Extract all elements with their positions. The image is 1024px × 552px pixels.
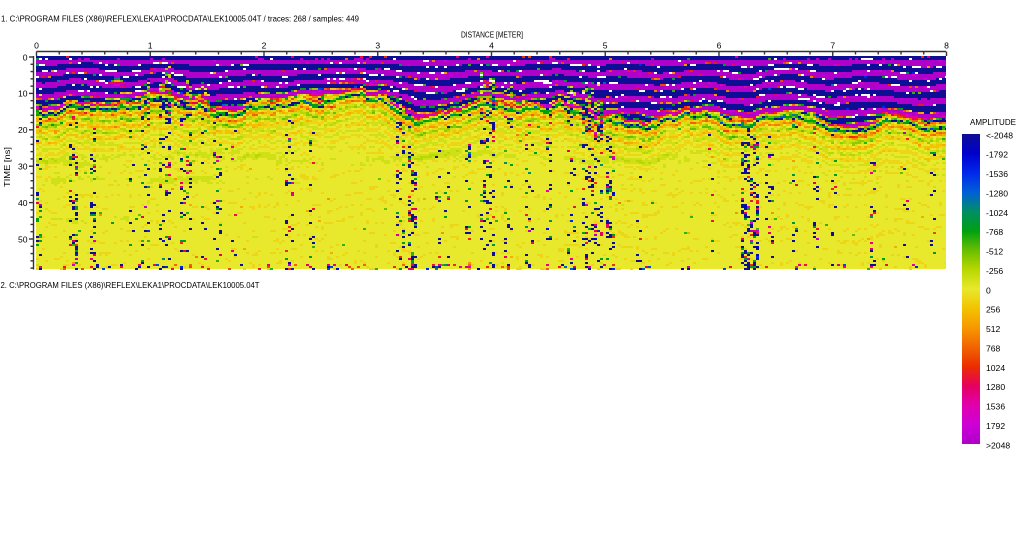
svg-text:0: 0 [34,41,39,51]
svg-text:4: 4 [489,41,494,51]
svg-text:20: 20 [18,125,28,135]
svg-text:-512: -512 [986,247,1003,257]
svg-text:1280: 1280 [986,382,1005,392]
svg-text:768: 768 [986,343,1001,353]
svg-text:TIME [ns]: TIME [ns] [2,147,12,187]
svg-text:3: 3 [375,41,380,51]
svg-text:8: 8 [944,41,949,51]
svg-text:-1280: -1280 [986,188,1008,198]
svg-text:30: 30 [18,162,28,172]
svg-text:512: 512 [986,324,1001,334]
svg-text:<-2048: <-2048 [986,130,1013,140]
svg-text:2: 2 [262,41,267,51]
svg-text:256: 256 [986,305,1001,315]
svg-text:>2048: >2048 [986,440,1010,450]
svg-text:DISTANCE [METER]: DISTANCE [METER] [461,30,523,40]
svg-text:-1792: -1792 [986,150,1008,160]
svg-text:-256: -256 [986,266,1003,276]
svg-text:0: 0 [23,52,28,62]
svg-text:-768: -768 [986,227,1003,237]
svg-text:1024: 1024 [986,363,1005,373]
svg-text:1792: 1792 [986,421,1005,431]
svg-text:1: 1 [148,41,153,51]
svg-text:0: 0 [986,285,991,295]
svg-text:7: 7 [830,41,835,51]
svg-text:50: 50 [18,234,28,244]
svg-text:-1536: -1536 [986,169,1008,179]
svg-text:5: 5 [603,41,608,51]
svg-text:10: 10 [18,89,28,99]
svg-text:40: 40 [18,198,28,208]
svg-text:AMPLITUDE: AMPLITUDE [970,117,1016,127]
svg-text:-1024: -1024 [986,208,1008,218]
svg-text:6: 6 [717,41,722,51]
svg-text:2. C:\PROGRAM FILES (X86)\REFL: 2. C:\PROGRAM FILES (X86)\REFLEX\LEKA1\P… [1,280,261,290]
svg-text:1. C:\PROGRAM FILES (X86)\REFL: 1. C:\PROGRAM FILES (X86)\REFLEX\LEKA1\P… [1,14,359,24]
svg-text:1536: 1536 [986,402,1005,412]
